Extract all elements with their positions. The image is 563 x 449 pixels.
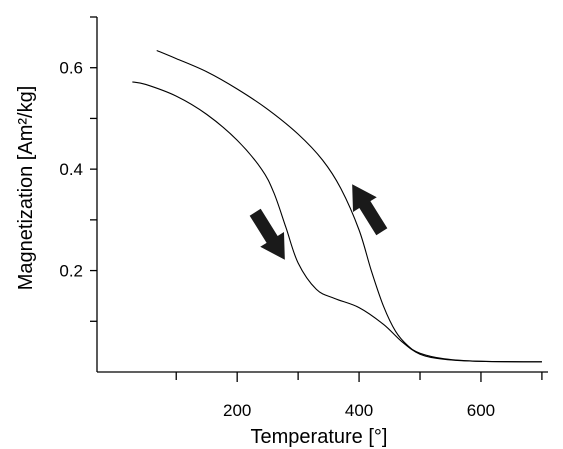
y-tick-label: 0.4 xyxy=(59,160,83,179)
axes xyxy=(96,17,548,373)
cooling-arrow xyxy=(352,184,388,236)
arrows xyxy=(249,184,388,260)
ticks: 200 400 600 0.2 0.4 0.6 xyxy=(59,16,543,420)
y-tick-label: 0.6 xyxy=(59,59,83,78)
y-tick-label: 0.2 xyxy=(59,262,83,281)
x-tick-label: 400 xyxy=(345,401,373,420)
x-tick-label: 600 xyxy=(467,401,495,420)
heating-curve xyxy=(132,81,542,363)
y-axis-title: Magnetization [Am²/kg] xyxy=(15,86,37,291)
heating-arrow xyxy=(249,208,285,260)
x-axis-title: Temperature [°] xyxy=(251,426,388,448)
x-tick-label: 200 xyxy=(223,401,251,420)
curves xyxy=(132,49,542,363)
cooling-curve xyxy=(156,49,542,363)
